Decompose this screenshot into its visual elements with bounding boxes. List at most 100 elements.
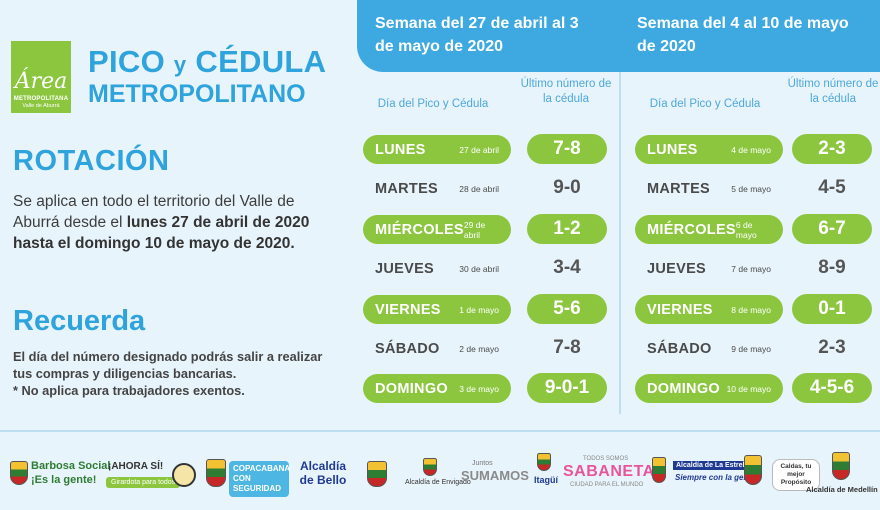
day-name: LUNES [375,141,426,158]
week-2-digits-martes: 4-5 [818,177,846,198]
week-2-row-sabado: SÁBADO 9 de mayo [635,334,783,363]
day-date: 4 de mayo [731,144,771,155]
week-2-header: Semana del 4 al 10 de mayo de 2020 [619,0,880,72]
title-word-pico: PICO [88,44,165,79]
sabaneta-top: TODOS SOMOS [583,456,629,462]
week-2-row-martes: MARTES 5 de mayo [635,174,783,203]
day-name: DOMINGO [375,380,448,397]
day-name: MARTES [647,180,711,197]
day-date: 9 de mayo [731,343,771,354]
day-name: DOMINGO [647,380,720,397]
copacabana-shield-icon [206,459,226,487]
footer-divider [0,430,880,432]
week-2-row-jueves: JUEVES 7 de mayo [635,254,783,283]
logo-mark: Área [14,68,68,94]
rotation-text-normal: Se aplica en todo el territorio del Vall… [13,193,295,231]
week-2-digits-sabado: 2-3 [818,337,846,358]
day-name: LUNES [647,141,698,158]
itagui-juntos: Juntos [472,460,493,467]
day-date: 8 de mayo [731,304,771,315]
day-name: MARTES [375,180,439,197]
medellin-logo: Alcaldía de Medellín [806,485,878,494]
week-2-row-viernes: VIERNES 8 de mayo [635,295,783,324]
week-2-digits-jueves: 8-9 [818,257,846,278]
day-date: 5 de mayo [731,183,771,194]
week-1-row-lunes: LUNES 27 de abril [363,135,511,164]
day-date: 27 de abril [459,144,499,155]
week-2-row-miercoles: MIÉRCOLES 6 de mayo [635,215,783,244]
week-1-digits-sabado: 7-8 [553,337,581,358]
day-date: 28 de abril [459,183,499,194]
sabaneta-shield-icon [744,455,762,485]
day-name: MIÉRCOLES [375,221,464,238]
sabaneta-tagline: CIUDAD PARA EL MUNDO [570,482,644,488]
itagui-shield-icon [537,453,551,471]
reminder-text: El día del número designado podrás salir… [13,348,333,399]
page-title-line-1: PICO y CÉDULA [88,44,326,80]
day-name: JUEVES [647,260,707,277]
logo-line-2: Valle de Aburrá [22,102,60,109]
rotation-text: Se aplica en todo el territorio del Vall… [13,191,343,254]
barbosa-shield-icon [10,461,28,485]
title-word-y: y [173,52,187,77]
day-name: VIERNES [647,301,713,318]
day-name: SÁBADO [647,340,712,357]
la-estrella-logo: Alcaldía de La Estrella [673,461,754,470]
reminder-line-2: * No aplica para trabajadores exentos. [13,383,245,398]
title-word-cedula: CÉDULA [195,44,327,79]
week-divider [619,72,621,414]
bello-shield-icon [367,461,387,487]
week-2-row-domingo: DOMINGO 10 de mayo [635,374,783,403]
week-1-row-miercoles: MIÉRCOLES 29 de abril [363,215,511,244]
week-1-digits-lunes: 7-8 [527,134,607,164]
copacabana-logo: COPACABANA CON SEGURIDAD [229,461,290,497]
area-metropolitana-logo: Área METROPOLITANA Valle de Aburrá [11,41,71,113]
day-name: SÁBADO [375,340,440,357]
week-1-header: Semana del 27 de abril al 3 de mayo de 2… [357,0,619,72]
barbosa-logo-line-2: ¡Es la gente! [31,474,97,486]
day-date: 2 de mayo [459,343,499,354]
week-1-digits-viernes: 5-6 [527,294,607,324]
day-date: 7 de mayo [731,263,771,274]
day-date: 10 de mayo [726,383,771,394]
day-name: MIÉRCOLES [647,221,736,238]
week-1-row-domingo: DOMINGO 3 de mayo [363,374,511,403]
week-2-digits-domingo: 4-5-6 [792,373,872,403]
caldas-logo: Caldas, tu mejor Propósito [772,459,820,491]
footer-logos: Barbosa Social ¡Es la gente! ¡AHORA SÍ! … [0,445,880,505]
week-1-row-jueves: JUEVES 30 de abril [363,254,511,283]
envigado-logo: Alcaldía de Envigado [405,479,471,486]
week-1-num-header: Último número de la cédula [520,78,612,105]
girardota-tagline: Girardota para todos [106,477,181,488]
day-date: 30 de abril [459,263,499,274]
logo-line-1: METROPOLITANA [13,95,69,102]
reminder-line-1: El día del número designado podrás salir… [13,349,323,381]
la-estrella-shield-icon [652,457,666,483]
week-1-row-viernes: VIERNES 1 de mayo [363,295,511,324]
reminder-heading: Recuerda [13,305,146,337]
week-2-digits-lunes: 2-3 [792,134,872,164]
itagui-sumamos: SUMAMOS [461,468,529,483]
week-1-digits-miercoles: 1-2 [527,214,607,244]
municipal-seal-icon [172,463,196,487]
week-1-digits-jueves: 3-4 [553,257,581,278]
week-2-num-header: Último número de la cédula [787,78,879,105]
sabaneta-logo: SABANETA [563,463,655,480]
itagui-logo: Itagüí [534,475,558,485]
day-date: 3 de mayo [459,383,499,394]
barbosa-logo-line-1: Barbosa Social [31,460,111,472]
girardota-logo: ¡AHORA SÍ! [108,461,164,472]
day-date: 1 de mayo [459,304,499,315]
day-name: VIERNES [375,301,441,318]
week-1-digits-martes: 9-0 [553,177,581,198]
bello-logo: Alcaldía de Bello [299,459,347,487]
week-1-day-header: Día del Pico y Cédula [377,98,489,110]
week-2-day-header: Día del Pico y Cédula [649,98,761,110]
day-name: JUEVES [375,260,435,277]
week-2-digits-miercoles: 6-7 [792,214,872,244]
rotation-heading: ROTACIÓN [13,145,170,177]
week-1-row-martes: MARTES 28 de abril [363,174,511,203]
week-2-digits-viernes: 0-1 [792,294,872,324]
envigado-shield-icon [423,458,437,476]
